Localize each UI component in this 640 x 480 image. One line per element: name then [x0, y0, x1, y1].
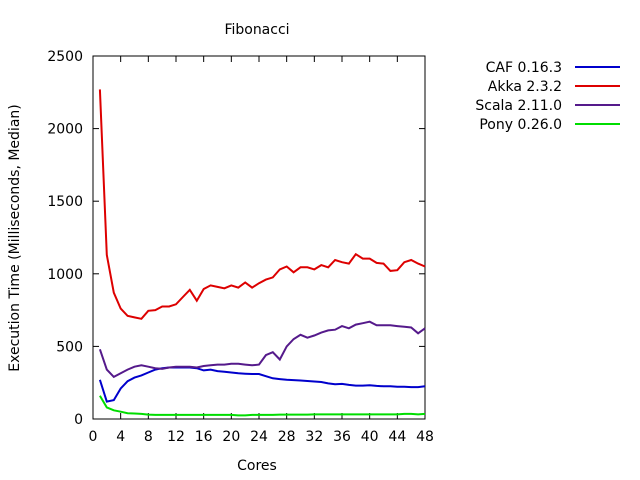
legend-label: Scala 2.11.0 — [475, 98, 562, 114]
x-tick-label: 8 — [144, 429, 153, 445]
series-line-2 — [98, 320, 426, 379]
legend-label: Pony 0.26.0 — [479, 117, 562, 133]
x-axis-label: Cores — [237, 458, 277, 474]
series-line-3 — [99, 395, 426, 417]
legend-label: CAF 0.16.3 — [486, 60, 562, 76]
x-tick-label: 4 — [116, 429, 125, 445]
x-tick-label: 48 — [416, 429, 434, 445]
x-tick-label: 20 — [222, 429, 240, 445]
y-tick-label: 500 — [56, 339, 83, 355]
y-tick-label: 1000 — [47, 267, 83, 283]
y-axis-label: Execution Time (Milliseconds, Median) — [7, 104, 23, 371]
y-tick-label: 2500 — [47, 49, 83, 65]
x-tick-label: 44 — [388, 429, 406, 445]
series-line-1 — [98, 89, 426, 320]
chart-title: Fibonacci — [224, 22, 289, 38]
x-tick-label: 24 — [250, 429, 268, 445]
x-tick-label: 12 — [167, 429, 185, 445]
legend-label: Akka 2.3.2 — [488, 79, 562, 95]
legend: CAF 0.16.3 Akka 2.3.2 Scala 2.11.0 Pony 0.2… — [475, 60, 620, 133]
x-tick-label: 16 — [195, 429, 213, 445]
x-axis: 0 4 8 12 16 20 24 28 32 36 40 44 48 — [89, 56, 434, 445]
y-tick-label: 1500 — [47, 194, 83, 210]
y-tick-label: 0 — [74, 412, 83, 428]
y-axis: 0 500 1000 1500 2000 2500 — [47, 49, 425, 428]
y-tick-label: 2000 — [47, 122, 83, 138]
series-lines — [98, 89, 426, 417]
x-tick-label: 36 — [333, 429, 351, 445]
x-tick-label: 32 — [305, 429, 323, 445]
x-tick-label: 40 — [361, 429, 379, 445]
x-tick-label: 0 — [89, 429, 98, 445]
x-tick-label: 28 — [278, 429, 296, 445]
series-line-0 — [98, 366, 426, 403]
